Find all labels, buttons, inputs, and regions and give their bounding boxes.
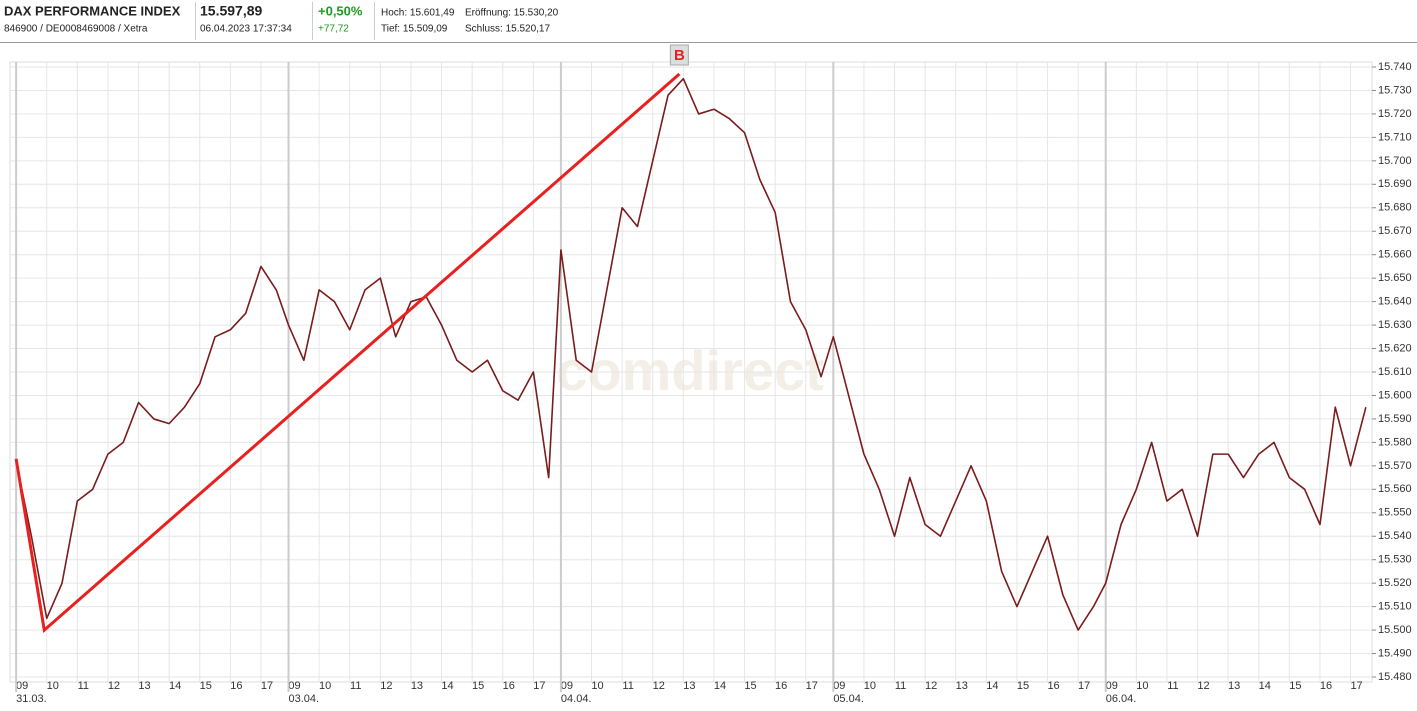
x-tick-label: 10 [591, 680, 603, 692]
y-tick-label: 15.530 [1378, 554, 1412, 566]
y-tick-label: 15.720 [1378, 108, 1412, 120]
change-abs: +77,72 [318, 24, 349, 35]
y-tick-label: 15.660 [1378, 249, 1412, 261]
change-pct: +0,50% [318, 3, 363, 18]
y-tick-label: 15.560 [1378, 483, 1412, 495]
x-tick-label: 14 [714, 680, 726, 692]
y-tick-label: 15.590 [1378, 413, 1412, 425]
day-label: 03.04. [289, 693, 320, 705]
x-tick-label: 16 [1320, 680, 1332, 692]
x-tick-label: 15 [200, 680, 212, 692]
x-tick-label: 14 [986, 680, 998, 692]
x-tick-label: 11 [1167, 680, 1178, 692]
day-label: 31.03. [16, 693, 47, 705]
y-tick-label: 15.510 [1378, 601, 1412, 613]
y-tick-label: 15.480 [1378, 671, 1412, 683]
y-tick-label: 15.520 [1378, 577, 1412, 589]
y-tick-label: 15.740 [1378, 61, 1412, 73]
x-tick-label: 15 [472, 680, 484, 692]
x-tick-label: 09 [833, 680, 845, 692]
x-tick-label: 17 [261, 680, 273, 692]
x-tick-label: 13 [1228, 680, 1240, 692]
trendline [14, 72, 681, 633]
marker-label: B [674, 47, 685, 64]
x-tick-label: 11 [895, 680, 906, 692]
x-tick-label: 12 [380, 680, 392, 692]
index-name: DAX PERFORMANCE INDEX [4, 3, 181, 18]
y-tick-label: 15.650 [1378, 272, 1412, 284]
x-tick-label: 09 [561, 680, 573, 692]
x-tick-label: 12 [1197, 680, 1209, 692]
index-ids: 846900 / DE0008469008 / Xetra [4, 24, 148, 35]
close: Schluss: 15.520,17 [465, 24, 550, 35]
x-tick-label: 17 [806, 680, 818, 692]
y-tick-label: 15.710 [1378, 131, 1412, 143]
high: Hoch: 15.601,49 [381, 8, 455, 19]
x-tick-label: 13 [683, 680, 695, 692]
x-tick-label: 12 [925, 680, 937, 692]
y-tick-label: 15.580 [1378, 436, 1412, 448]
x-tick-label: 09 [1106, 680, 1118, 692]
x-tick-label: 16 [230, 680, 242, 692]
x-tick-label: 15 [1017, 680, 1029, 692]
price: 15.597,89 [200, 3, 262, 19]
x-tick-label: 16 [503, 680, 515, 692]
x-tick-label: 17 [1350, 680, 1362, 692]
x-tick-label: 17 [533, 680, 545, 692]
x-tick-label: 09 [288, 680, 300, 692]
x-tick-label: 16 [1047, 680, 1059, 692]
day-label: 05.04. [833, 693, 864, 705]
y-tick-label: 15.670 [1378, 225, 1412, 237]
y-tick-label: 15.680 [1378, 202, 1412, 214]
y-tick-label: 15.570 [1378, 460, 1412, 472]
x-tick-label: 10 [319, 680, 331, 692]
x-tick-label: 12 [108, 680, 120, 692]
x-tick-label: 10 [47, 680, 59, 692]
y-tick-label: 15.540 [1378, 530, 1412, 542]
y-tick-label: 15.690 [1378, 178, 1412, 190]
y-tick-label: 15.640 [1378, 296, 1412, 308]
y-tick-label: 15.630 [1378, 319, 1412, 331]
x-tick-label: 13 [411, 680, 423, 692]
x-tick-label: 11 [350, 680, 361, 692]
x-tick-label: 17 [1078, 680, 1090, 692]
x-tick-label: 09 [16, 680, 28, 692]
x-tick-label: 15 [744, 680, 756, 692]
x-tick-label: 10 [1136, 680, 1148, 692]
y-tick-label: 15.600 [1378, 389, 1412, 401]
day-label: 06.04. [1106, 693, 1137, 705]
x-tick-label: 14 [441, 680, 453, 692]
x-tick-label: 13 [138, 680, 150, 692]
y-tick-label: 15.490 [1378, 647, 1412, 659]
y-tick-label: 15.500 [1378, 624, 1412, 636]
y-tick-label: 15.610 [1378, 366, 1412, 378]
low: Tief: 15.509,09 [381, 24, 448, 35]
open: Eröffnung: 15.530,20 [465, 8, 559, 19]
price-line [15, 77, 1367, 631]
watermark: comdirect [556, 339, 824, 402]
x-tick-label: 13 [956, 680, 968, 692]
y-tick-label: 15.730 [1378, 84, 1412, 96]
marker-box [669, 44, 689, 66]
x-tick-label: 14 [169, 680, 181, 692]
x-tick-label: 16 [775, 680, 787, 692]
day-label: 04.04. [561, 693, 592, 705]
x-tick-label: 12 [653, 680, 665, 692]
x-tick-label: 14 [1259, 680, 1271, 692]
y-tick-label: 15.550 [1378, 507, 1412, 519]
x-tick-label: 10 [864, 680, 876, 692]
x-tick-label: 11 [622, 680, 633, 692]
x-tick-label: 15 [1289, 680, 1301, 692]
header-bg [0, 0, 1417, 42]
y-tick-label: 15.700 [1378, 155, 1412, 167]
x-tick-label: 11 [78, 680, 89, 692]
timestamp: 06.04.2023 17:37:34 [200, 24, 292, 35]
y-tick-label: 15.620 [1378, 342, 1412, 354]
